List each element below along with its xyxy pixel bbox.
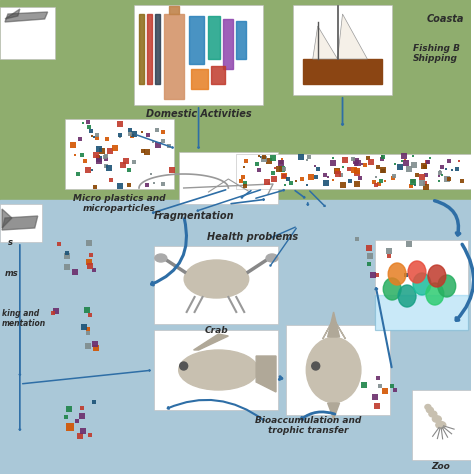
Ellipse shape	[432, 416, 441, 422]
Bar	[164, 14, 183, 99]
FancyBboxPatch shape	[412, 390, 471, 460]
Bar	[189, 16, 203, 64]
Ellipse shape	[427, 407, 433, 413]
Bar	[237, 21, 246, 59]
Ellipse shape	[155, 254, 167, 262]
Ellipse shape	[179, 350, 258, 390]
FancyBboxPatch shape	[375, 240, 468, 330]
Ellipse shape	[383, 278, 401, 300]
FancyBboxPatch shape	[237, 154, 471, 189]
Bar	[209, 16, 220, 59]
Polygon shape	[256, 356, 276, 392]
Ellipse shape	[436, 421, 446, 428]
Ellipse shape	[438, 275, 456, 297]
Text: Micro plastics and
microparticles: Micro plastics and microparticles	[73, 194, 165, 213]
FancyBboxPatch shape	[154, 330, 278, 410]
Bar	[0, 200, 471, 474]
FancyBboxPatch shape	[134, 5, 263, 105]
Ellipse shape	[429, 411, 437, 417]
Ellipse shape	[413, 273, 431, 295]
Ellipse shape	[428, 265, 446, 287]
FancyBboxPatch shape	[0, 204, 42, 242]
Circle shape	[312, 362, 319, 370]
FancyBboxPatch shape	[154, 246, 278, 324]
Text: Coasta: Coasta	[427, 14, 465, 24]
Polygon shape	[5, 12, 48, 22]
Text: Bioaccumulation and
trophic transfer: Bioaccumulation and trophic transfer	[255, 416, 361, 436]
Text: Fishing B
Shipping: Fishing B Shipping	[413, 44, 460, 64]
Text: Domestic Activities: Domestic Activities	[146, 109, 251, 119]
Polygon shape	[337, 14, 367, 59]
FancyBboxPatch shape	[286, 325, 390, 415]
Ellipse shape	[425, 404, 431, 410]
Text: s: s	[8, 238, 13, 247]
Polygon shape	[193, 334, 228, 350]
Text: Zoo: Zoo	[431, 462, 450, 471]
Ellipse shape	[408, 261, 426, 283]
Text: Fragmentation: Fragmentation	[154, 211, 235, 221]
Bar	[169, 6, 179, 14]
Text: king and
mentation: king and mentation	[2, 309, 46, 328]
FancyBboxPatch shape	[303, 59, 382, 84]
Polygon shape	[323, 319, 346, 339]
Circle shape	[180, 362, 188, 370]
FancyBboxPatch shape	[64, 119, 174, 189]
Ellipse shape	[388, 263, 406, 285]
Bar	[0, 0, 471, 200]
Bar	[147, 14, 152, 84]
Polygon shape	[5, 9, 20, 19]
Polygon shape	[2, 209, 12, 228]
Ellipse shape	[398, 285, 416, 307]
FancyBboxPatch shape	[293, 5, 392, 95]
Text: ms: ms	[5, 269, 18, 278]
Bar	[155, 14, 160, 84]
Ellipse shape	[426, 283, 444, 305]
FancyBboxPatch shape	[179, 152, 278, 204]
Ellipse shape	[184, 260, 249, 298]
Bar	[223, 19, 233, 69]
Ellipse shape	[266, 254, 278, 262]
Bar	[191, 69, 209, 89]
Polygon shape	[328, 403, 339, 419]
Bar	[211, 66, 225, 84]
Bar	[375, 295, 468, 330]
Bar	[139, 14, 144, 84]
Text: Health problems: Health problems	[207, 232, 298, 242]
FancyBboxPatch shape	[0, 7, 55, 59]
Polygon shape	[328, 312, 339, 337]
Ellipse shape	[306, 337, 361, 402]
Text: Crab: Crab	[205, 326, 228, 335]
Polygon shape	[2, 216, 38, 230]
Polygon shape	[313, 26, 337, 59]
